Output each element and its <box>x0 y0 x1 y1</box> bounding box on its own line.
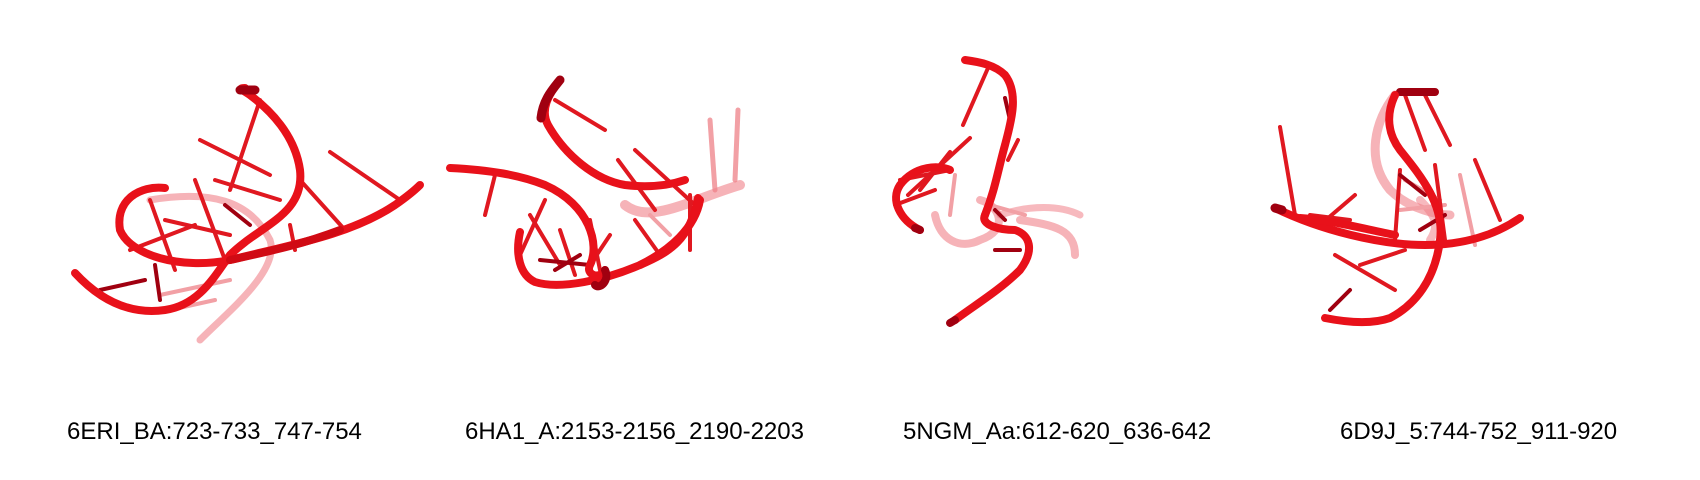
rna-structure-5ngm <box>892 56 1084 327</box>
structure-caption: 6HA1_A:2153-2156_2190-2203 <box>465 418 804 445</box>
rna-structure-6d9j <box>1270 88 1524 327</box>
structure-caption: 5NGM_Aa:612-620_636-642 <box>903 418 1212 445</box>
structure-caption: 6ERI_BA:723-733_747-754 <box>67 418 362 445</box>
structure-panel-1: 6ERI_BA:723-733_747-754 <box>0 0 430 480</box>
rna-structure-6ha1 <box>446 75 745 291</box>
rna-structure-6eri <box>71 84 424 344</box>
structure-panel-2: 6HA1_A:2153-2156_2190-2203 <box>440 0 840 480</box>
structure-panel-4: 6D9J_5:744-752_911-920 <box>1270 0 1700 480</box>
structure-panel-3: 5NGM_Aa:612-620_636-642 <box>880 0 1280 480</box>
structure-caption: 6D9J_5:744-752_911-920 <box>1340 418 1618 445</box>
